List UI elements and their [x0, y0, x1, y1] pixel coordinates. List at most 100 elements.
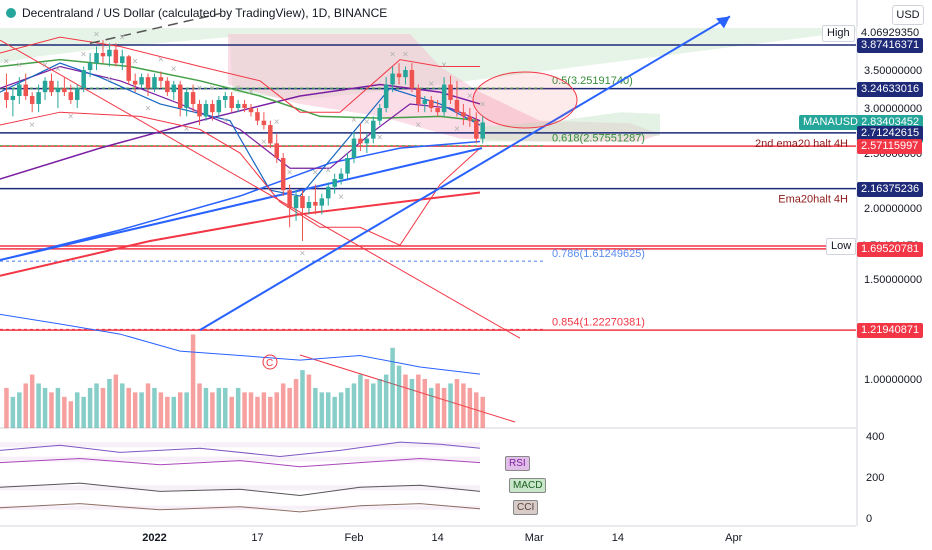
- indicator-label-rsi[interactable]: RSI: [505, 456, 530, 471]
- cci-line: [0, 503, 481, 513]
- sar-dot: ×: [209, 83, 215, 94]
- volume-bar: [300, 370, 305, 428]
- oscillator-band: [0, 456, 480, 462]
- volume-bar: [467, 387, 473, 428]
- price-axis-label: 2.16375236: [857, 181, 924, 197]
- volume-bar: [383, 374, 389, 428]
- fib-level-label: 0.618(2.57551287): [552, 133, 645, 145]
- volume-bar: [396, 365, 402, 428]
- candle-body: [300, 196, 305, 209]
- candle-body: [120, 56, 125, 64]
- candle-body: [461, 112, 466, 117]
- sar-dot: ×: [364, 117, 370, 128]
- candle-body: [255, 112, 260, 121]
- volume-bar: [261, 392, 267, 428]
- candle-body: [242, 103, 247, 109]
- volume-bar: [461, 383, 466, 428]
- sar-dot: ×: [441, 60, 447, 71]
- volume-bar: [351, 383, 357, 428]
- candle-body: [351, 138, 357, 159]
- volume-bar: [81, 396, 86, 428]
- candle-body: [313, 201, 318, 206]
- volume-bar: [448, 383, 453, 428]
- volume-bar: [210, 392, 215, 428]
- sar-dot: ×: [119, 33, 125, 44]
- sar-dot: ×: [467, 91, 473, 102]
- price-line-label: 2nd ema20 halt 4H: [755, 138, 848, 150]
- symbol-marker-label: MANAUSD: [799, 115, 863, 131]
- candle-body: [319, 198, 325, 206]
- sar-dot: ×: [312, 168, 318, 179]
- volume-bar: [49, 392, 54, 428]
- bollinger-lower: [0, 111, 481, 246]
- candle-body: [68, 92, 74, 100]
- candle-body: [216, 99, 222, 113]
- candle-body: [62, 88, 67, 93]
- sar-dot: ×: [274, 117, 280, 128]
- volume-ma-line: [0, 313, 481, 375]
- volume-bar: [325, 392, 331, 428]
- x-tick-label: 14: [432, 532, 444, 544]
- volume-bar: [480, 396, 485, 428]
- sar-dot: ×: [338, 192, 344, 203]
- candle-body: [107, 49, 112, 57]
- volume-bar: [158, 392, 164, 428]
- candle-body: [287, 190, 292, 209]
- volume-bar: [177, 392, 183, 428]
- volume-bar: [94, 383, 99, 428]
- candle-body: [49, 80, 54, 93]
- price-axis-label: 4.06929350: [857, 25, 924, 41]
- volume-bar: [319, 392, 325, 428]
- candle-body: [23, 84, 28, 97]
- price-axis-label: 2.57115997: [857, 139, 923, 155]
- candle-body: [261, 120, 267, 126]
- volume-bar: [203, 387, 209, 428]
- oscillator-tick-label: 0: [866, 513, 872, 525]
- oscillator-band: [0, 485, 480, 491]
- oscillator-band: [0, 442, 480, 448]
- volume-bar: [358, 374, 363, 428]
- indicator-label-macd[interactable]: MACD: [509, 478, 547, 493]
- y-tick-label: 1.00000000: [864, 374, 922, 386]
- volume-bar: [184, 392, 189, 428]
- trendline-up: [199, 15, 731, 331]
- candle-body: [74, 88, 80, 100]
- volume-bar: [165, 396, 170, 428]
- chart-title: Decentraland / US Dollar (calculated by …: [22, 6, 388, 20]
- candle-body: [184, 92, 189, 109]
- ema-20-line: [0, 65, 481, 169]
- volume-bar: [126, 387, 131, 428]
- currency-button[interactable]: USD: [892, 5, 924, 25]
- candle-body: [190, 92, 196, 104]
- candle-body: [223, 96, 228, 100]
- volume-bar: [223, 387, 228, 428]
- sar-dot: ×: [68, 112, 74, 123]
- price-axis-label: 1.21940871: [857, 323, 924, 339]
- volume-bar: [17, 392, 22, 428]
- sar-dot: ×: [351, 115, 357, 126]
- indicator-label-cci[interactable]: CCI: [513, 500, 539, 515]
- volume-bar: [36, 383, 41, 428]
- candle-body: [474, 120, 479, 139]
- volume-bar: [280, 383, 286, 428]
- ichimoku-cloud-bottom: [480, 112, 660, 142]
- price-axis-label: 2.71242615: [857, 125, 924, 141]
- volume-bar: [242, 392, 247, 428]
- volume-bar: [371, 383, 376, 428]
- oscillator-tick-label: 400: [866, 431, 884, 443]
- candle-body: [332, 179, 337, 187]
- volume-bar: [390, 347, 395, 428]
- volume-bar: [338, 392, 344, 428]
- candle-body: [42, 80, 48, 93]
- price-axis-label: 3.87416371: [857, 37, 924, 53]
- volume-bar: [171, 396, 177, 428]
- candle-body: [210, 103, 215, 113]
- candle-body: [377, 108, 382, 121]
- candle-body: [345, 158, 350, 174]
- volume-bar: [197, 383, 202, 428]
- volume-bar: [441, 387, 447, 428]
- volume-bar: [454, 379, 460, 428]
- sar-dot: ×: [29, 120, 35, 131]
